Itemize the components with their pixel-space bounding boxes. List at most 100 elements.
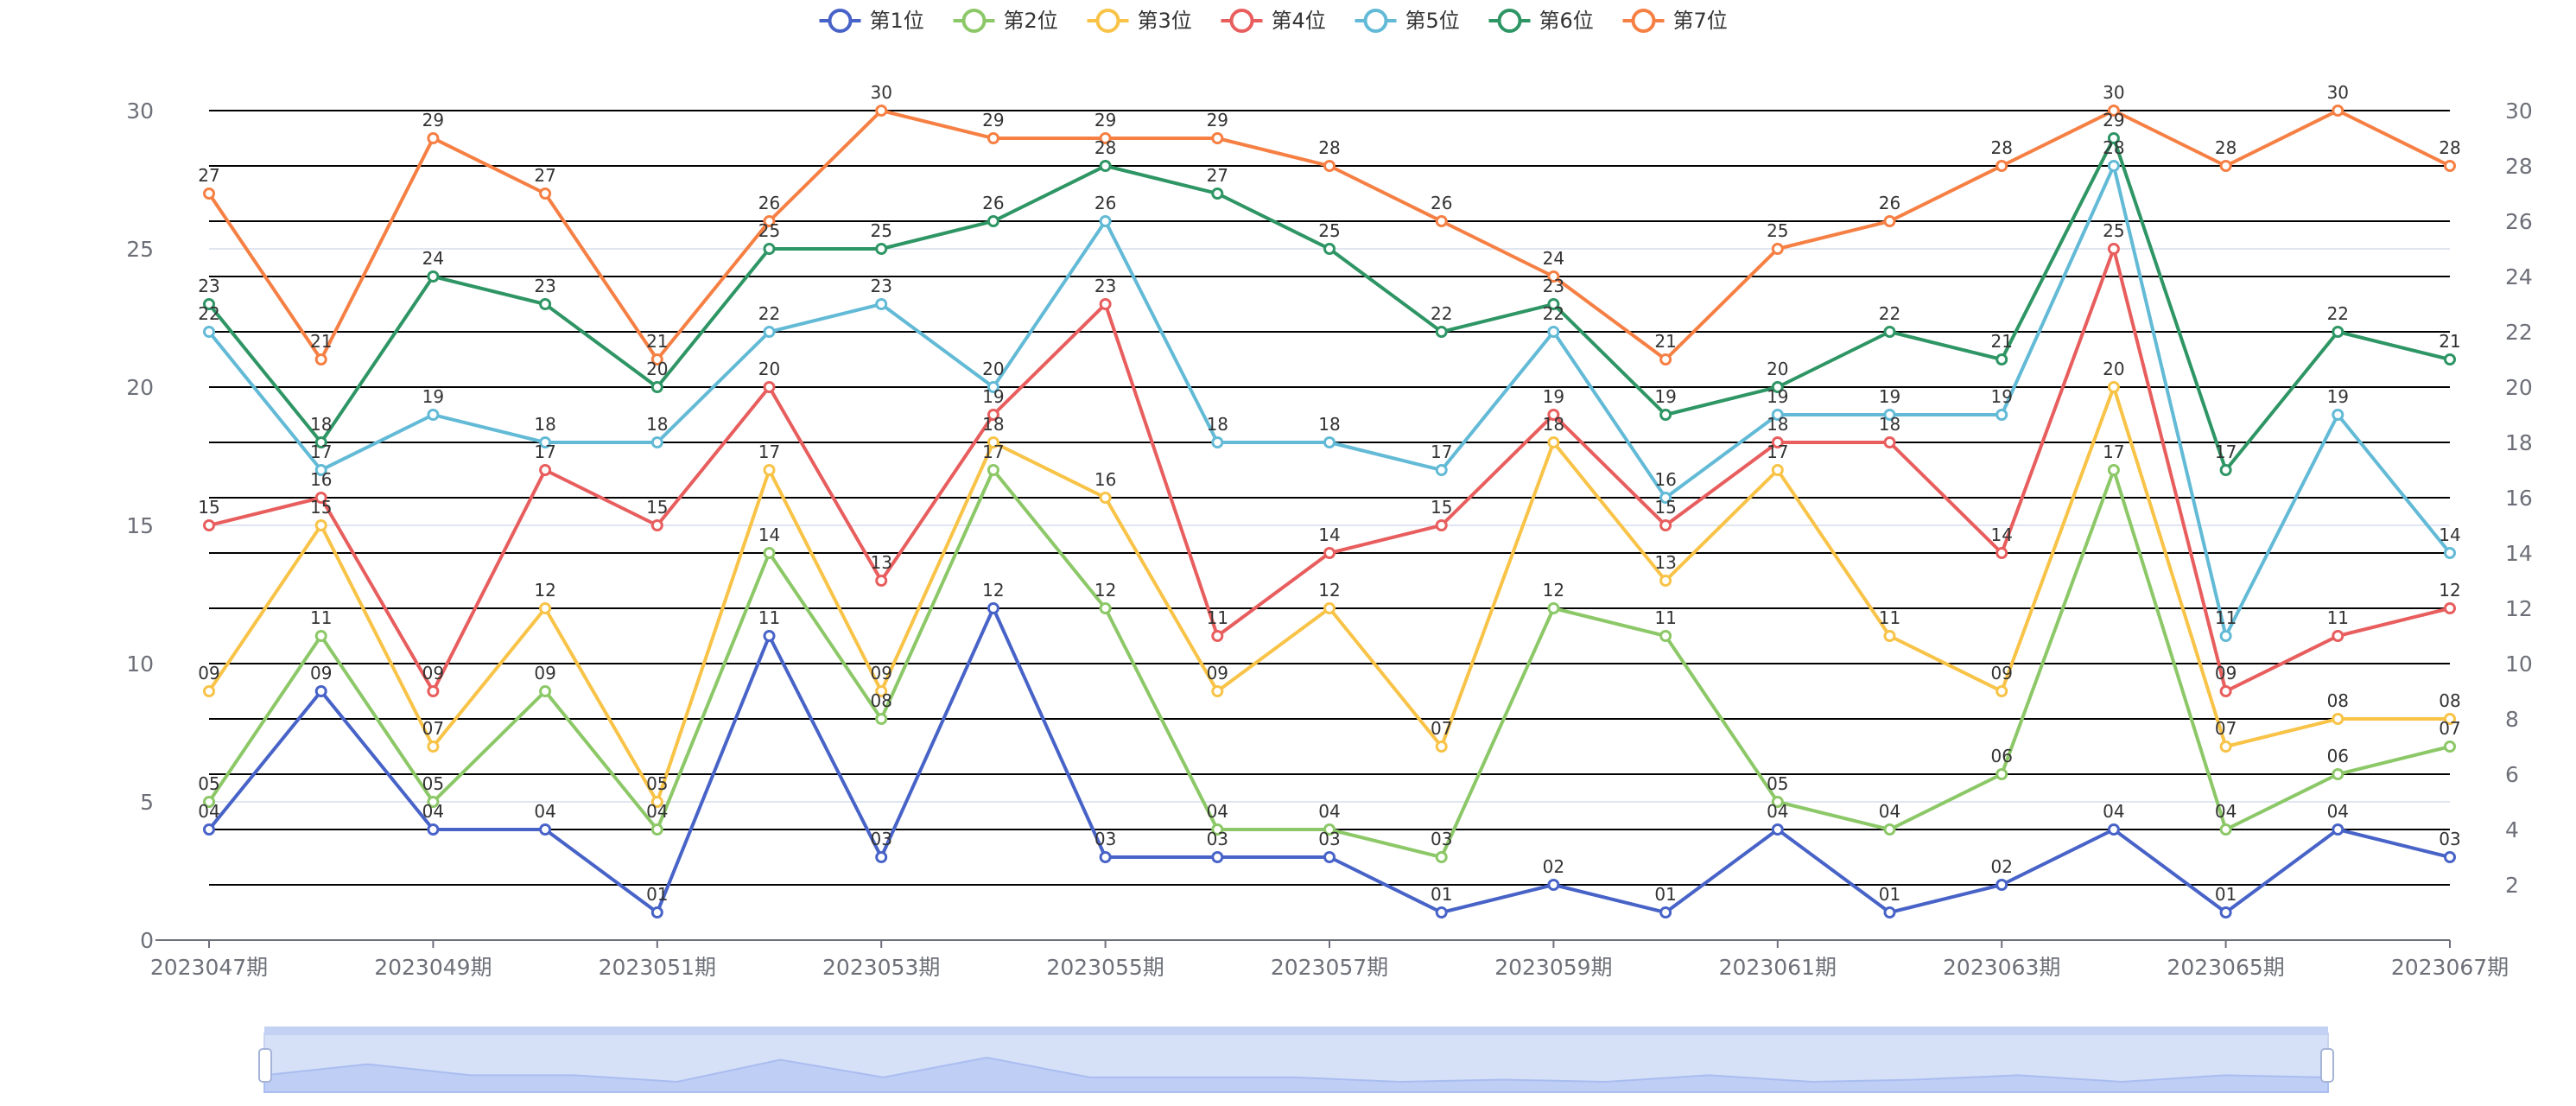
data-label: 06 <box>1990 746 2012 766</box>
data-point <box>1211 851 1224 863</box>
data-label: 12 <box>1318 580 1340 601</box>
data-label: 16 <box>1094 469 1116 490</box>
data-point <box>1099 851 1112 863</box>
y-right-tick-label: 16 <box>2505 486 2533 511</box>
data-label: 19 <box>1543 386 1564 407</box>
data-point <box>2444 547 2456 559</box>
legend-item-6[interactable]: 第6位 <box>1488 9 1594 33</box>
data-point <box>1435 906 1448 918</box>
data-point <box>763 243 776 255</box>
data-point <box>314 492 327 504</box>
legend-item-7[interactable]: 第7位 <box>1622 9 1728 33</box>
chart-legend[interactable]: 第1位 第2位 第3位 第4位 第5位 第6位 第7位 <box>819 9 1728 33</box>
data-label: 01 <box>1879 884 1900 905</box>
legend-marker-3 <box>1095 9 1120 33</box>
data-label: 26 <box>982 193 1004 213</box>
legend-marker-4 <box>1229 9 1254 33</box>
zoom-handle-right[interactable] <box>2320 1048 2334 1083</box>
data-point <box>1883 906 1896 918</box>
data-point <box>2332 713 2344 725</box>
zoom-preview-area <box>263 1056 2329 1093</box>
data-label: 17 <box>758 442 780 462</box>
data-label: 24 <box>1543 248 1564 269</box>
data-label: 17 <box>310 442 332 462</box>
data-point <box>1547 298 1560 310</box>
data-label: 04 <box>1318 801 1340 822</box>
data-point <box>314 353 327 365</box>
legend-label-7: 第7位 <box>1673 9 1728 33</box>
data-label: 12 <box>534 580 555 601</box>
data-point <box>875 298 888 310</box>
data-label: 03 <box>2439 829 2460 849</box>
data-label: 29 <box>422 110 444 130</box>
data-point <box>1547 602 1560 614</box>
data-label: 18 <box>1767 414 1788 435</box>
data-point <box>1435 851 1448 863</box>
data-label: 20 <box>646 359 668 379</box>
data-point <box>987 464 999 476</box>
legend-item-3[interactable]: 第3位 <box>1087 9 1192 33</box>
x-tick-label: 2023065期 <box>2167 955 2284 980</box>
data-label: 18 <box>310 414 332 435</box>
data-point <box>987 215 999 227</box>
data-point <box>1099 160 1112 172</box>
data-point <box>427 823 440 836</box>
data-point <box>1547 326 1560 338</box>
data-label: 09 <box>422 663 444 683</box>
data-point <box>1547 270 1560 283</box>
legend-item-1[interactable]: 第1位 <box>819 9 924 33</box>
data-label: 07 <box>2439 718 2460 739</box>
data-point <box>875 575 888 587</box>
y-left-tick-label: 10 <box>126 652 154 677</box>
data-point <box>2219 741 2232 753</box>
zoom-handle-left[interactable] <box>258 1048 272 1083</box>
data-point <box>1883 823 1896 836</box>
data-label: 15 <box>198 497 219 518</box>
data-label: 18 <box>1879 414 1900 435</box>
data-point <box>1995 768 2008 780</box>
data-point <box>1771 381 1784 393</box>
data-label: 12 <box>1094 580 1116 601</box>
data-point <box>987 132 999 144</box>
data-point <box>1883 326 1896 338</box>
data-point <box>539 602 552 614</box>
legend-label-4: 第4位 <box>1272 9 1326 33</box>
y-right-tick-label: 22 <box>2505 320 2533 345</box>
data-label: 26 <box>758 193 780 213</box>
legend-label-5: 第5位 <box>1405 9 1460 33</box>
data-point <box>1659 519 1672 531</box>
y-right-tick-label: 18 <box>2505 430 2533 455</box>
data-point <box>1323 436 1336 448</box>
legend-item-2[interactable]: 第2位 <box>953 9 1058 33</box>
data-point <box>763 326 776 338</box>
data-point <box>1099 298 1112 310</box>
data-point <box>427 741 440 753</box>
legend-marker-1 <box>828 9 853 33</box>
data-point <box>2219 160 2232 172</box>
legend-item-5[interactable]: 第5位 <box>1355 9 1460 33</box>
series-line-1 <box>207 607 2451 914</box>
data-point <box>1099 602 1112 614</box>
data-label: 01 <box>1654 884 1676 905</box>
data-label: 09 <box>198 663 219 683</box>
data-label: 04 <box>1767 801 1788 822</box>
y-right-tick-label: 8 <box>2505 707 2519 732</box>
data-label: 27 <box>198 165 219 186</box>
data-label: 01 <box>1431 884 1452 905</box>
data-label: 30 <box>870 82 891 103</box>
x-tick-label: 2023067期 <box>2391 955 2509 980</box>
data-zoom-slider[interactable] <box>258 1027 2334 1093</box>
data-label: 04 <box>198 801 219 822</box>
data-label: 05 <box>198 773 219 794</box>
zoom-top-bar[interactable] <box>264 1027 2328 1035</box>
data-point <box>2107 823 2120 836</box>
data-label: 13 <box>870 552 891 573</box>
data-point <box>539 298 552 310</box>
legend-item-4[interactable]: 第4位 <box>1221 9 1326 33</box>
data-point <box>1323 823 1336 836</box>
data-point <box>2107 381 2120 393</box>
data-label: 25 <box>1767 220 1788 241</box>
data-point <box>314 464 327 476</box>
data-point <box>539 685 552 697</box>
